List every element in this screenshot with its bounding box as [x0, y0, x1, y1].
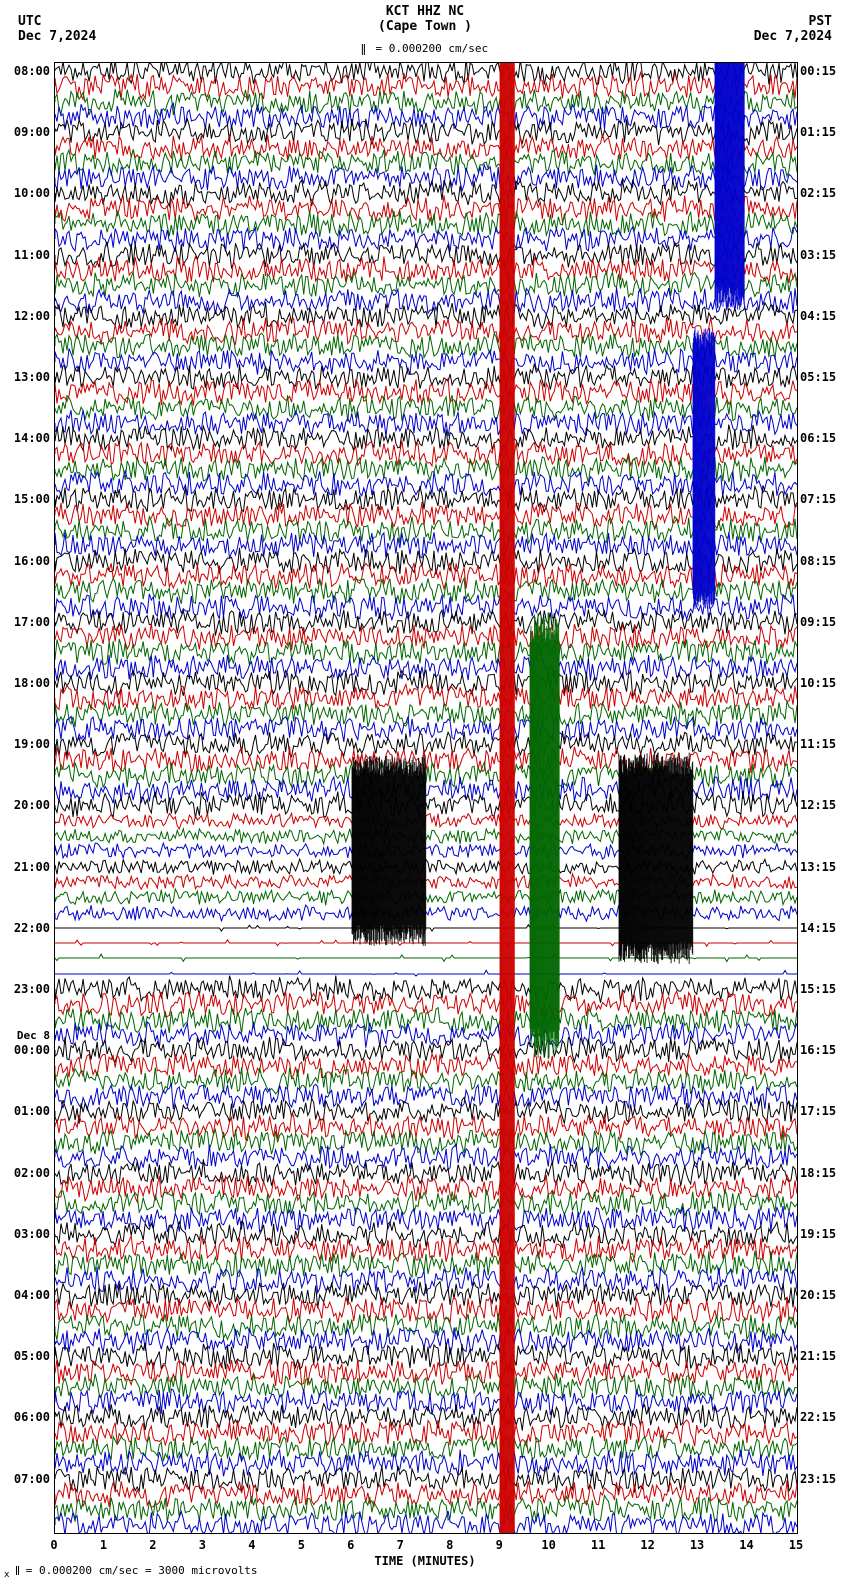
pst-hour-label: 01:15 [800, 125, 836, 139]
pst-hour-label: 02:15 [800, 186, 836, 200]
x-tick-label: 13 [690, 1538, 704, 1552]
utc-hour-label: 01:00 [14, 1104, 50, 1118]
utc-hour-label: 08:00 [14, 64, 50, 78]
x-tick-label: 2 [149, 1538, 156, 1552]
utc-hour-label: 17:00 [14, 615, 50, 629]
utc-hour-label: 13:00 [14, 370, 50, 384]
footer-tick-icon [16, 1566, 19, 1575]
utc-hour-label: 06:00 [14, 1410, 50, 1424]
helicorder-plot [54, 62, 798, 1534]
scale-indicator: = 0.000200 cm/sec [362, 42, 488, 55]
utc-hour-label: 12:00 [14, 309, 50, 323]
pst-hour-label: 00:15 [800, 64, 836, 78]
utc-hour-label: 11:00 [14, 248, 50, 262]
pst-hour-label: 22:15 [800, 1410, 836, 1424]
utc-hour-label: 02:00 [14, 1166, 50, 1180]
utc-hour-label: 18:00 [14, 676, 50, 690]
utc-hour-label: 04:00 [14, 1288, 50, 1302]
pst-hour-label: 20:15 [800, 1288, 836, 1302]
pst-hour-label: 15:15 [800, 982, 836, 996]
pst-hour-label: 16:15 [800, 1043, 836, 1057]
utc-hour-label: 05:00 [14, 1349, 50, 1363]
station-location: (Cape Town ) [378, 19, 472, 34]
pst-hour-label: 14:15 [800, 921, 836, 935]
x-tick-label: 15 [789, 1538, 803, 1552]
utc-hour-label: 16:00 [14, 554, 50, 568]
pst-hour-label: 04:15 [800, 309, 836, 323]
seismogram-container: UTC Dec 7,2024 KCT HHZ NC (Cape Town ) P… [0, 0, 850, 1584]
utc-hour-label: 10:00 [14, 186, 50, 200]
x-tick-label: 9 [496, 1538, 503, 1552]
x-tick-label: 5 [298, 1538, 305, 1552]
x-tick-label: 14 [739, 1538, 753, 1552]
x-tick-label: 11 [591, 1538, 605, 1552]
utc-hour-label: 21:00 [14, 860, 50, 874]
station-code: KCT HHZ NC [378, 4, 472, 19]
utc-hour-label: 22:00 [14, 921, 50, 935]
footer-text: = 0.000200 cm/sec = 3000 microvolts [26, 1564, 258, 1577]
x-tick-label: 10 [541, 1538, 555, 1552]
left-date: Dec 7,2024 [18, 29, 96, 44]
utc-hour-label: 20:00 [14, 798, 50, 812]
scale-tick-icon [362, 44, 365, 55]
header-left: UTC Dec 7,2024 [18, 14, 96, 44]
pst-hour-label: 07:15 [800, 492, 836, 506]
utc-hour-label: 09:00 [14, 125, 50, 139]
utc-hour-label: 03:00 [14, 1227, 50, 1241]
header-right: PST Dec 7,2024 [754, 14, 832, 44]
x-axis-title: TIME (MINUTES) [374, 1554, 475, 1568]
x-tick-label: 0 [50, 1538, 57, 1552]
utc-hour-label: 15:00 [14, 492, 50, 506]
x-tick-label: 3 [199, 1538, 206, 1552]
right-tz: PST [754, 14, 832, 29]
right-date: Dec 7,2024 [754, 29, 832, 44]
pst-hour-label: 17:15 [800, 1104, 836, 1118]
utc-hour-label: 23:00 [14, 982, 50, 996]
pst-hour-label: 10:15 [800, 676, 836, 690]
x-tick-label: 12 [640, 1538, 654, 1552]
x-tick-label: 4 [248, 1538, 255, 1552]
pst-hour-label: 03:15 [800, 248, 836, 262]
header: UTC Dec 7,2024 KCT HHZ NC (Cape Town ) P… [0, 0, 850, 60]
utc-hour-label: 07:00 [14, 1472, 50, 1486]
trace-row [55, 1510, 797, 1535]
utc-hour-label: 00:00 [14, 1043, 50, 1057]
x-tick-label: 6 [347, 1538, 354, 1552]
pst-hour-label: 19:15 [800, 1227, 836, 1241]
pst-hour-label: 21:15 [800, 1349, 836, 1363]
footer-scale: x = 0.000200 cm/sec = 3000 microvolts [4, 1564, 258, 1580]
scale-label: = 0.000200 cm/sec [376, 42, 489, 55]
pst-hour-label: 12:15 [800, 798, 836, 812]
pst-hour-label: 05:15 [800, 370, 836, 384]
utc-hour-label: 19:00 [14, 737, 50, 751]
header-center: KCT HHZ NC (Cape Town ) [378, 4, 472, 34]
utc-hour-label: 14:00 [14, 431, 50, 445]
day-divider-label: Dec 8 [17, 1029, 50, 1042]
pst-hour-label: 08:15 [800, 554, 836, 568]
x-tick-label: 7 [397, 1538, 404, 1552]
pst-hour-label: 23:15 [800, 1472, 836, 1486]
left-tz: UTC [18, 14, 96, 29]
pst-hour-label: 18:15 [800, 1166, 836, 1180]
pst-hour-label: 13:15 [800, 860, 836, 874]
pst-hour-label: 09:15 [800, 615, 836, 629]
x-tick-label: 8 [446, 1538, 453, 1552]
pst-hour-label: 11:15 [800, 737, 836, 751]
x-tick-label: 1 [100, 1538, 107, 1552]
pst-hour-label: 06:15 [800, 431, 836, 445]
